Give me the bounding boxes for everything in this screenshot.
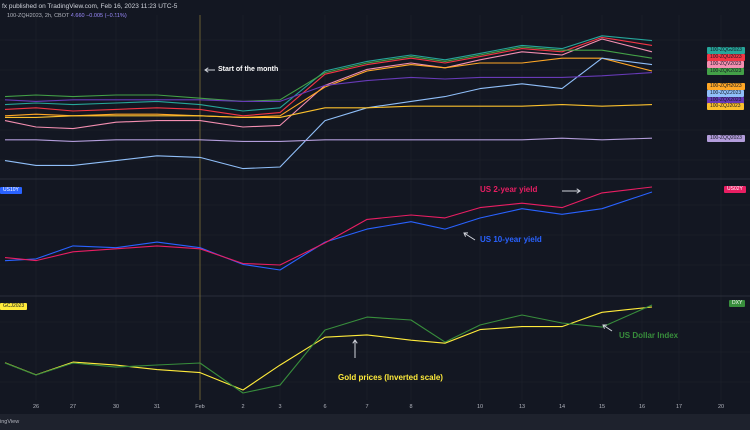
tradingview-brand: ingView: [0, 419, 20, 425]
price-label-100-zqv2023[interactable]: 100-ZQV2023: [707, 61, 745, 68]
time-tick-label: 10: [476, 404, 484, 410]
time-tick-label: 17: [675, 404, 683, 410]
arrow-dxy-icon-head: [602, 324, 608, 329]
legend-symbol: 100-ZQH2023, 2h, CBOT: [7, 13, 70, 19]
price-label-100-zqu2023[interactable]: 100-ZQU2023: [707, 54, 745, 61]
annotation-us10y: US 10-year yield: [480, 235, 542, 244]
time-tick-label: 15: [598, 404, 606, 410]
price-label-100-zqz2023[interactable]: 100-ZQZ2023: [707, 90, 745, 97]
symbol-legend: 100-ZQH2023, 2h, CBOT 4.660 −0.005 (−0.1…: [7, 13, 127, 19]
time-tick-label: 30: [112, 404, 120, 410]
time-tick-label: 6: [323, 404, 327, 410]
arrow-gold-icon-head: [352, 339, 358, 344]
series-line-100-zqk2023: [4, 46, 653, 102]
price-label-100-zqx2023[interactable]: 100-ZQX2023: [707, 97, 745, 104]
time-tick-label: 27: [69, 404, 77, 410]
price-label-us10y[interactable]: US10Y: [0, 187, 22, 194]
annotation-us2y: US 2-year yield: [480, 185, 538, 194]
series-line-100-zqq2023: [5, 137, 653, 142]
publish-header: fx published on TradingView.com, Feb 16,…: [0, 0, 750, 14]
price-label-100-zqj2023[interactable]: 100-ZQJ2023: [707, 103, 744, 110]
time-tick-label: 7: [365, 404, 369, 410]
price-label-100-zqh2023[interactable]: 100-ZQH2023: [707, 83, 745, 90]
legend-change: −0.005 (−0.11%): [86, 13, 127, 19]
series-line-us10y: [4, 191, 653, 271]
time-tick-label: 31: [153, 404, 161, 410]
time-tick-label: 13: [518, 404, 526, 410]
series-line-100-zqg2023: [4, 35, 653, 112]
legend-value: 4.660: [70, 13, 85, 19]
time-tick-label: 14: [558, 404, 566, 410]
series-line-100-zqh2023: [4, 57, 653, 118]
time-tick-label: 8: [409, 404, 413, 410]
arrow-us10y-icon: [463, 232, 476, 241]
price-label-100-zqq2023[interactable]: 100-ZQQ2023: [707, 135, 745, 142]
arrow-dxy-icon: [602, 324, 613, 332]
price-label-gcj2023[interactable]: GCJ2023: [0, 303, 28, 310]
time-tick-label: 3: [278, 404, 282, 410]
series-line-us02y: [4, 186, 653, 266]
series-line-dxy: [4, 304, 653, 394]
series-line-gcj2023: [4, 306, 653, 391]
footer-bar: ingView: [0, 414, 750, 430]
series-line-100-zqz2023: [4, 57, 653, 170]
time-tick-label: 26: [32, 404, 40, 410]
time-tick-label: Feb: [195, 404, 205, 410]
annotation-dxy: US Dollar Index: [619, 331, 679, 340]
price-label-us02y[interactable]: US02Y: [724, 186, 746, 193]
arrow-us10y-icon-head: [463, 232, 469, 237]
time-tick-label: 20: [717, 404, 725, 410]
price-label-100-zqg2023[interactable]: 100-ZQG2023: [707, 47, 745, 54]
arrow-us2y-icon-head: [576, 188, 581, 194]
annotation-start-month: Start of the month: [218, 66, 279, 73]
price-label-100-zqk2023[interactable]: 100-ZQK2023: [707, 68, 745, 75]
annotation-gold: Gold prices (Inverted scale): [338, 373, 443, 382]
time-tick-label: 16: [638, 404, 646, 410]
series-line-100-zqx2023: [4, 72, 653, 102]
series-line-100-zqu2023: [4, 36, 653, 117]
series-line-100-zqj2023: [5, 104, 653, 118]
time-tick-label: 2: [241, 404, 245, 410]
arrow-start-month-icon-head: [204, 67, 209, 73]
price-label-dxy[interactable]: DXY: [729, 300, 746, 307]
